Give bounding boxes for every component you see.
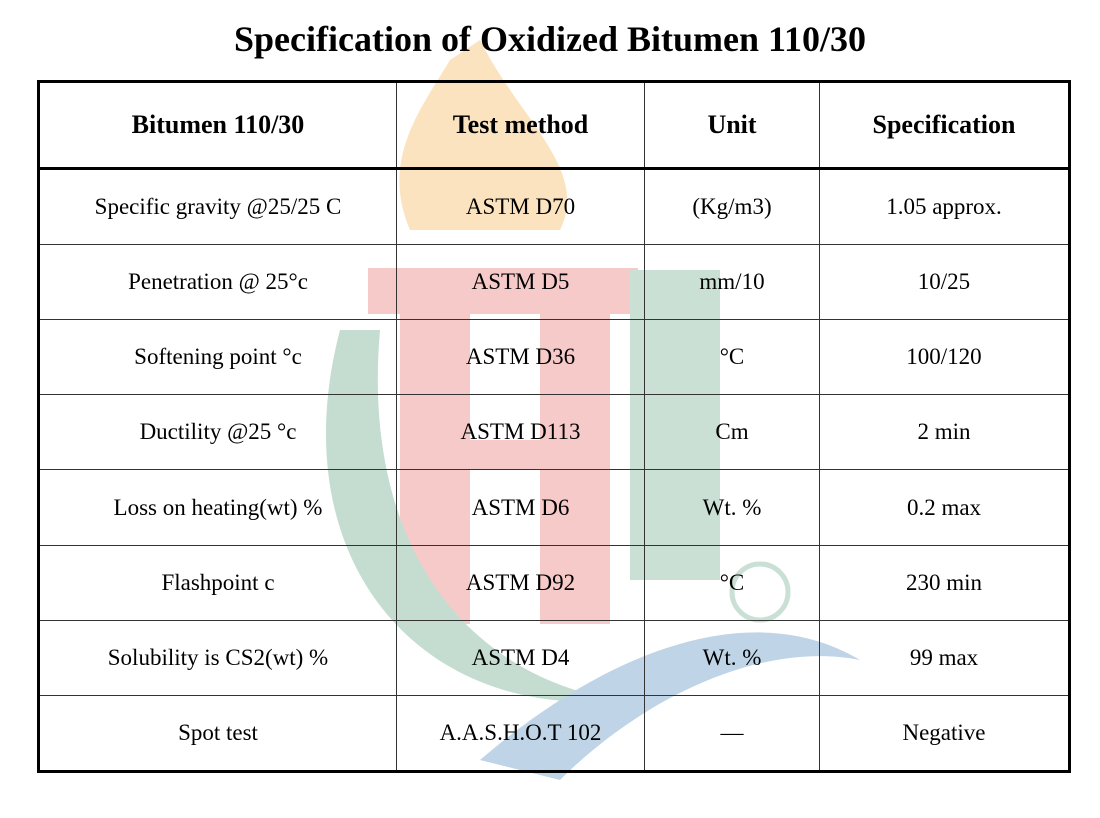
- table-cell: Penetration @ 25°c: [38, 244, 397, 321]
- table-cell: Ductility @25 °c: [38, 394, 397, 471]
- table-row: Spot test A.A.S.H.O.T 102— Negative: [38, 694, 1070, 773]
- table-cell: mm/10: [644, 244, 820, 321]
- table-cell: °C: [644, 544, 820, 621]
- table-cell: Softening point °c: [38, 319, 397, 396]
- column-header: Unit: [644, 81, 820, 170]
- column-header: Test method: [396, 81, 645, 170]
- table-cell: ASTM D4: [396, 619, 645, 696]
- table-cell: 2 min: [819, 394, 1070, 471]
- table-row: Solubility is CS2(wt) % ASTM D4 Wt. % 99 ma…: [38, 619, 1070, 696]
- table-cell: Negative: [819, 694, 1070, 773]
- table-cell: ASTM D92: [396, 544, 645, 621]
- table-row: Softening point °c ASTM D36 °C 100/120: [38, 319, 1070, 396]
- table-cell: 100/120: [819, 319, 1070, 396]
- table-cell: 230 min: [819, 544, 1070, 621]
- table-cell: Loss on heating(wt) %: [38, 469, 397, 546]
- table-cell: °C: [644, 319, 820, 396]
- title: Specification of Oxidized Bitumen 110/30: [233, 19, 866, 59]
- table-row: Flashpoint c ASTM D92 °C 230 min: [38, 544, 1070, 621]
- header-row: Bitumen 110/30 Test method Unit Specificati…: [38, 81, 1070, 170]
- table-cell: ASTM D70: [396, 167, 645, 246]
- table-cell: ASTM D36: [396, 319, 645, 396]
- table-row: Specific gravity @25/25 C ASTM D70 (Kg/m3)…: [38, 167, 1070, 246]
- column-header: Specification: [819, 81, 1070, 170]
- table-cell: Cm: [644, 394, 820, 471]
- table-cell: Wt. %: [644, 619, 820, 696]
- table-cell: A.A.S.H.O.T 102: [396, 694, 645, 773]
- table-row: Loss on heating(wt) % ASTM D6 Wt. % 0.2 max: [38, 469, 1070, 546]
- table-cell: 0.2 max: [819, 469, 1070, 546]
- table-cell: (Kg/m3): [644, 167, 820, 246]
- table-cell: 10/25: [819, 244, 1070, 321]
- table-cell: 99 max: [819, 619, 1070, 696]
- table-cell: Flashpoint c: [38, 544, 397, 621]
- table-body: Specific gravity @25/25 C ASTM D70 (Kg/m3)…: [38, 167, 1070, 773]
- column-header: Bitumen 110/30: [38, 81, 397, 170]
- table-cell: Wt. %: [644, 469, 820, 546]
- table-cell: —: [644, 694, 820, 773]
- table-cell: ASTM D5: [396, 244, 645, 321]
- table-cell: Spot test: [38, 694, 397, 773]
- table-row: Ductility @25 °c ASTM D113 Cm 2 min: [38, 394, 1070, 471]
- table-cell: 1.05 approx.: [819, 167, 1070, 246]
- table-row: Penetration @ 25°c ASTM D5 mm/10 10/25: [38, 244, 1070, 321]
- table-cell: ASTM D113: [396, 394, 645, 471]
- table-cell: Solubility is CS2(wt) %: [38, 619, 397, 696]
- table-cell: Specific gravity @25/25 C: [38, 167, 397, 246]
- table-cell: ASTM D6: [396, 469, 645, 546]
- spec-table: Bitumen 110/30 Test method Unit Specificati…: [37, 80, 1071, 773]
